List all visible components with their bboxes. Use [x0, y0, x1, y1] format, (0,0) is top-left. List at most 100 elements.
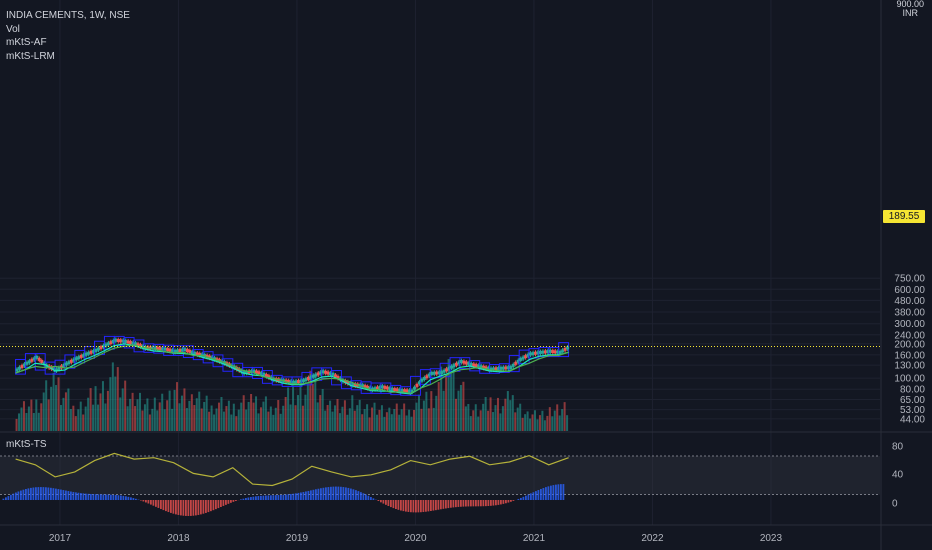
- histogram-bar: [5, 497, 7, 500]
- histogram-bar: [265, 495, 267, 500]
- histogram-bar: [127, 496, 130, 500]
- candle-body: [161, 347, 165, 351]
- histogram-bar: [497, 500, 500, 505]
- candle-body: [541, 350, 545, 354]
- volume-bar: [259, 407, 262, 431]
- histogram-bar: [382, 500, 385, 504]
- histogram-bar: [447, 500, 450, 509]
- candle-body: [89, 350, 93, 354]
- candle-body: [208, 355, 212, 359]
- volume-bar: [166, 400, 169, 431]
- candle-body: [40, 360, 44, 364]
- histogram-bar: [392, 500, 395, 509]
- last-price-tag: 189.55: [883, 210, 925, 223]
- histogram-bar: [475, 500, 477, 507]
- histogram-bar: [330, 486, 332, 500]
- volume-bar: [531, 414, 534, 431]
- candle-body: [329, 372, 333, 376]
- volume-bar: [400, 409, 403, 431]
- volume-bar: [427, 408, 430, 431]
- candle-body: [55, 368, 59, 372]
- histogram-bar: [387, 500, 390, 506]
- histogram-bar: [227, 500, 230, 504]
- histogram-bar: [172, 500, 175, 514]
- volume-bar: [299, 384, 302, 431]
- volume-bar: [32, 412, 35, 431]
- volume-bar: [338, 413, 341, 431]
- histogram-bar: [185, 500, 187, 516]
- volume-bar: [472, 410, 475, 431]
- volume-bar: [141, 410, 144, 431]
- volume-bar: [553, 410, 556, 431]
- candle-body: [27, 360, 31, 364]
- candle-body: [99, 346, 103, 350]
- candle-body: [79, 354, 83, 358]
- volume-bar: [494, 405, 497, 431]
- histogram-bar: [52, 488, 55, 500]
- volume-bar: [341, 406, 344, 431]
- time-tick-label: 2019: [286, 533, 309, 544]
- histogram-bar: [380, 500, 382, 503]
- candle-body: [403, 389, 407, 393]
- histogram-bar: [60, 489, 62, 500]
- volume-bar: [121, 388, 124, 431]
- volume-bar: [415, 402, 418, 431]
- histogram-bar: [505, 500, 507, 504]
- legend-symbol[interactable]: INDIA CEMENTS, 1W, NSE: [6, 10, 130, 21]
- histogram-bar: [530, 493, 532, 500]
- volume-bar: [499, 413, 502, 431]
- histogram-bar: [442, 500, 445, 509]
- volume-bar: [506, 391, 509, 431]
- histogram-bar: [147, 500, 150, 504]
- volume-bar: [479, 410, 482, 431]
- histogram-bar: [177, 500, 180, 515]
- histogram-bar: [207, 500, 210, 513]
- legend-study-lrm[interactable]: mKtS-LRM: [6, 50, 55, 62]
- volume-bar: [366, 404, 369, 431]
- histogram-bar: [167, 500, 170, 513]
- candle-body: [131, 341, 135, 345]
- candle-body: [408, 389, 412, 393]
- candle-body: [289, 380, 293, 384]
- legend-study-vol[interactable]: Vol: [6, 23, 20, 35]
- price-tick-label: 80.00: [900, 385, 925, 396]
- histogram-bar: [260, 495, 262, 500]
- histogram-bar: [365, 494, 367, 500]
- candle-body: [30, 358, 34, 362]
- candle-body: [472, 363, 476, 367]
- volume-bar: [94, 386, 97, 431]
- histogram-bar: [522, 496, 525, 500]
- histogram-bar: [300, 492, 302, 500]
- histogram-bar: [295, 493, 297, 500]
- volume-bar: [114, 376, 117, 431]
- candle-body: [188, 349, 192, 353]
- histogram-bar: [437, 500, 440, 510]
- candle-body: [257, 371, 261, 375]
- histogram-bar: [367, 495, 370, 500]
- volume-bar: [282, 405, 285, 431]
- volume-bar: [267, 411, 270, 431]
- volume-bar: [405, 415, 408, 431]
- volume-bar: [383, 416, 386, 431]
- candle-body: [437, 371, 441, 375]
- volume-bar: [227, 400, 230, 431]
- volume-bar: [516, 407, 519, 431]
- volume-bar: [311, 383, 314, 431]
- volume-bar: [163, 409, 166, 431]
- volume-bar: [482, 403, 485, 431]
- channel-box: [410, 375, 421, 396]
- candle-body: [15, 368, 19, 372]
- candle-body: [297, 380, 300, 384]
- volume-bar: [178, 403, 181, 431]
- histogram-bar: [112, 494, 115, 500]
- histogram-bar: [95, 494, 97, 500]
- candle-body: [459, 360, 463, 364]
- legend-study-af[interactable]: mKtS-AF: [6, 37, 47, 48]
- candle-body: [77, 356, 81, 360]
- indicator-label[interactable]: mKtS-TS: [6, 439, 47, 450]
- histogram-bar: [550, 485, 552, 500]
- histogram-bar: [2, 498, 5, 500]
- histogram-bar: [257, 496, 260, 500]
- volume-bar: [551, 416, 554, 431]
